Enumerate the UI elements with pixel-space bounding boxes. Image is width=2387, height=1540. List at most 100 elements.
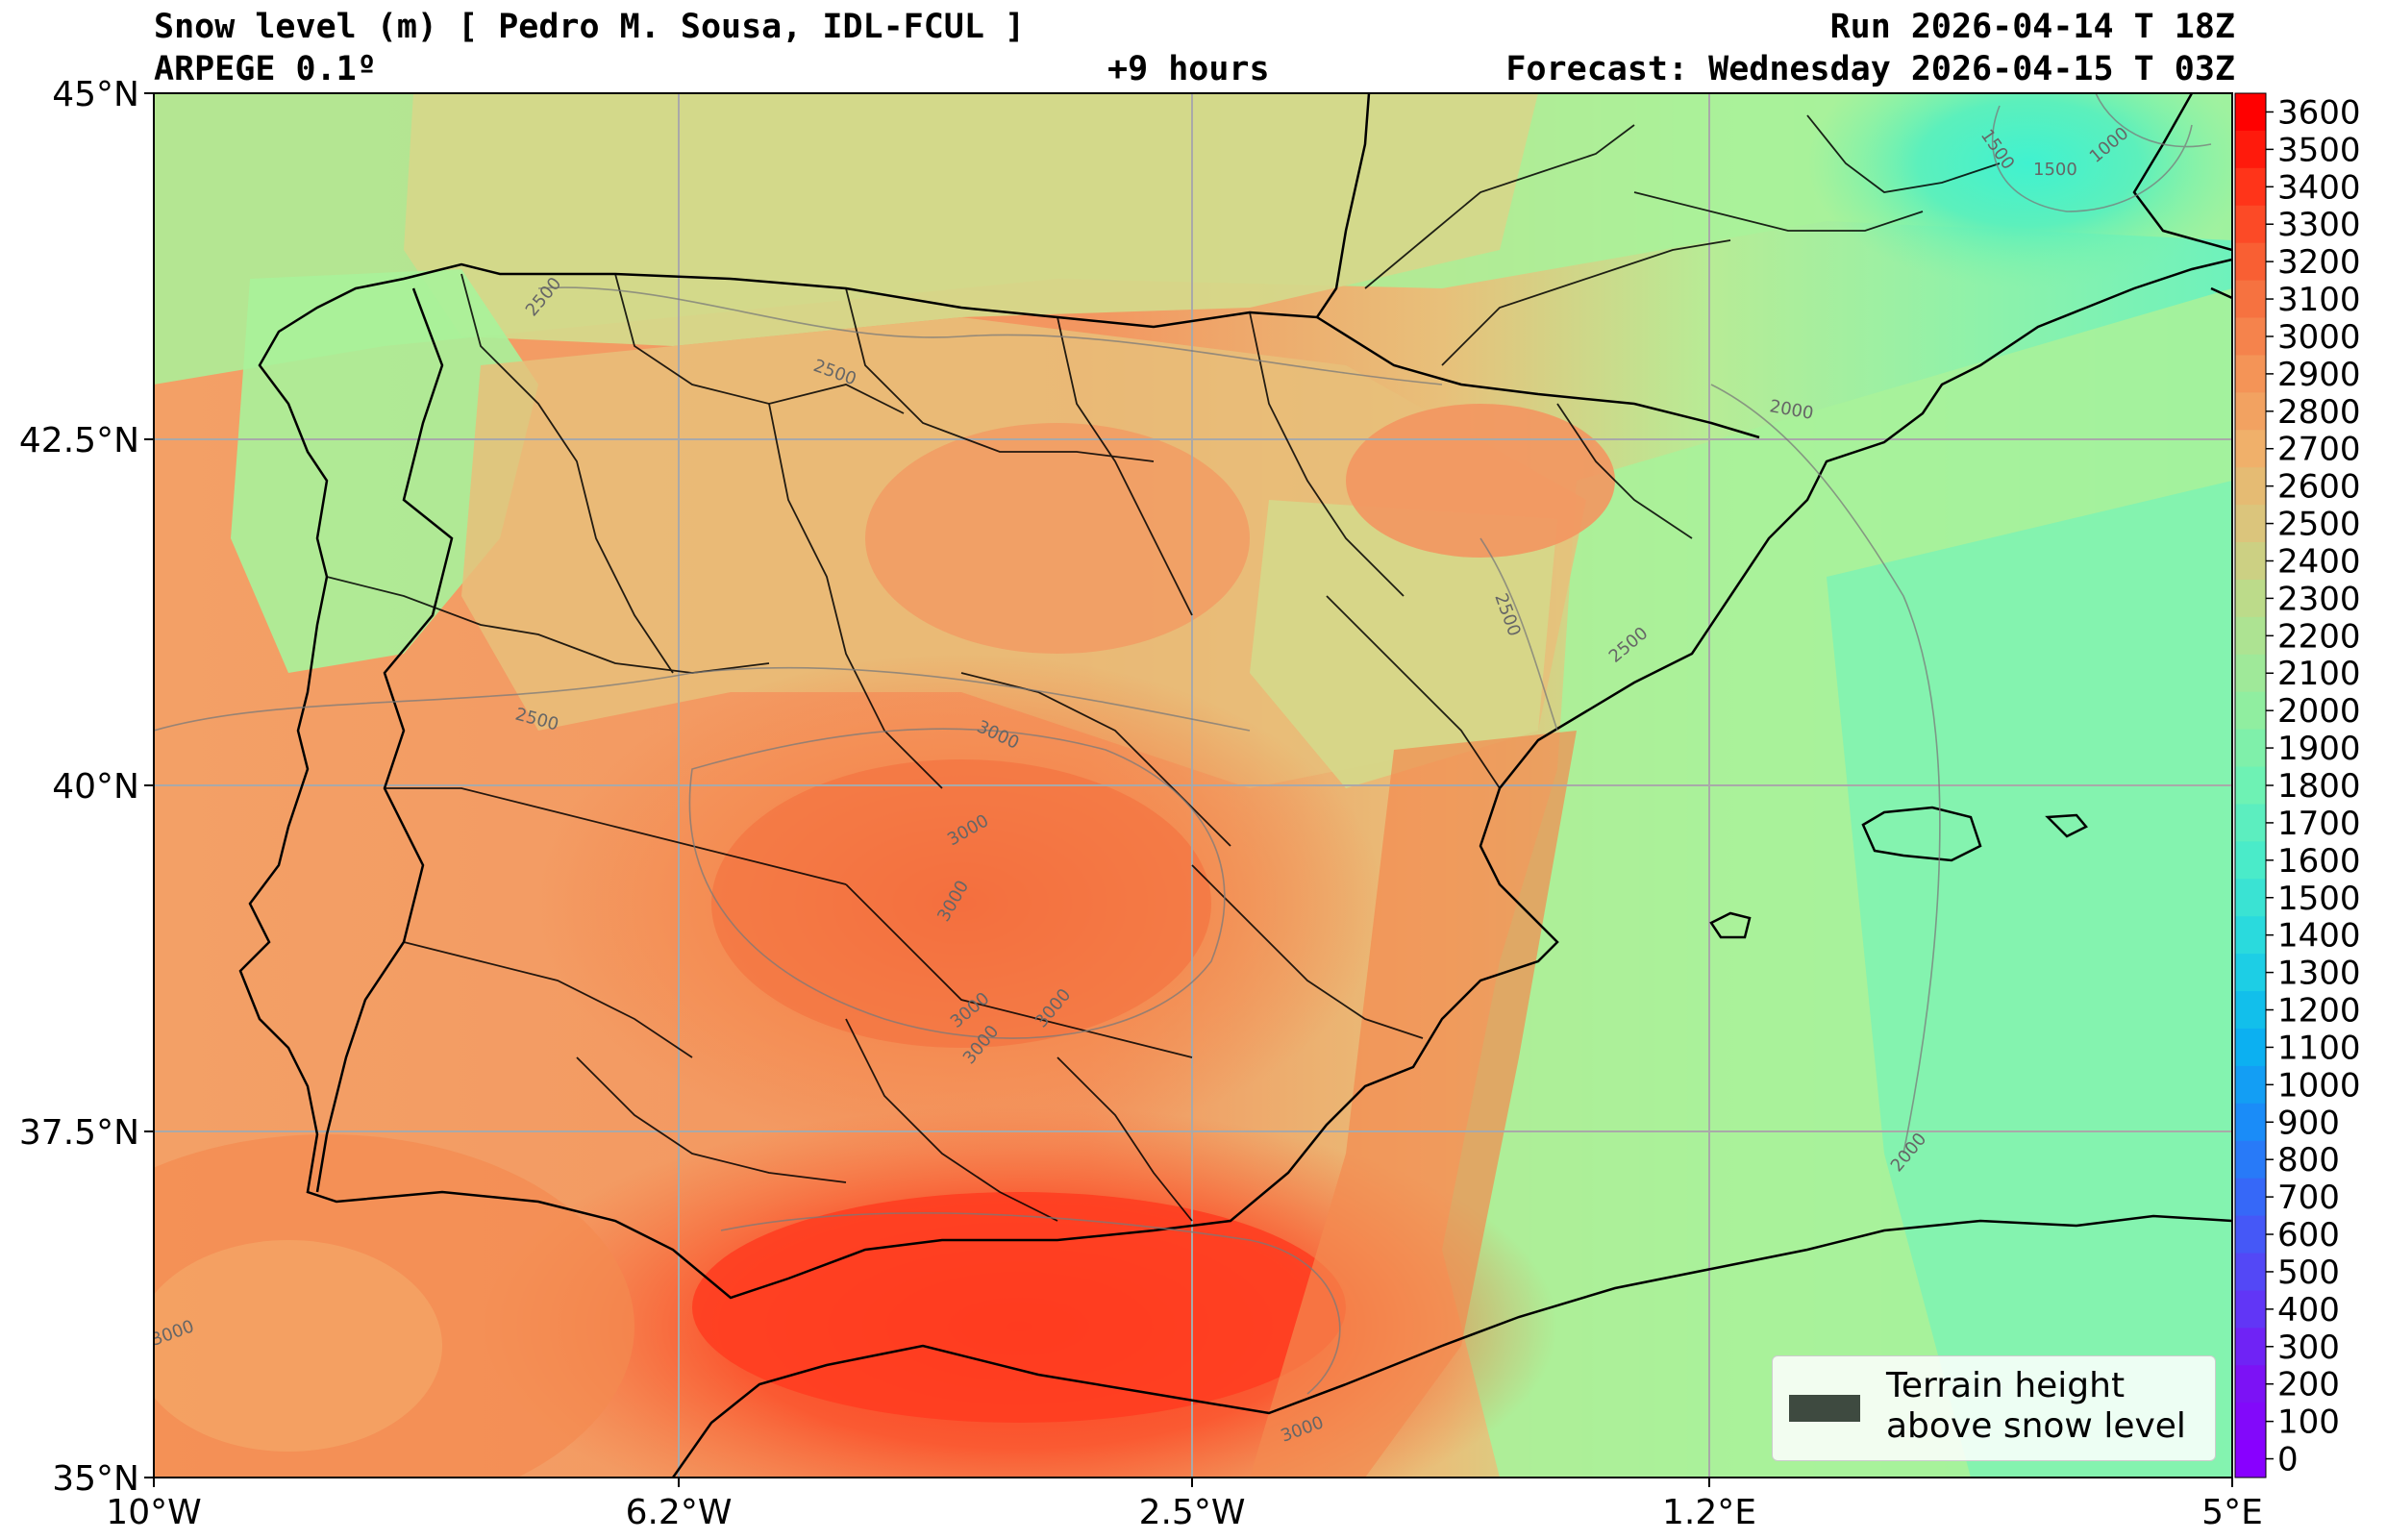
lat-tick-label: 35°N bbox=[52, 1459, 139, 1499]
admin-borders bbox=[326, 114, 2001, 1222]
lon-tick-label: 5°E bbox=[2201, 1493, 2263, 1532]
lat-tick-label: 37.5°N bbox=[19, 1113, 139, 1153]
colorbar-segment bbox=[2235, 542, 2266, 581]
colorbar-segment bbox=[2235, 355, 2266, 393]
legend: Terrain height above snow level bbox=[1772, 1355, 2216, 1461]
legend-line-1: Terrain height bbox=[1886, 1366, 2126, 1405]
colorbar-label: 2500 bbox=[2277, 506, 2361, 544]
colorbar-label: 0 bbox=[2277, 1441, 2299, 1479]
colorbar-label: 3100 bbox=[2277, 281, 2361, 319]
colorbar-segment bbox=[2235, 93, 2266, 132]
colorbar-label: 300 bbox=[2277, 1329, 2340, 1367]
map-field: 2500 2500 2500 2500 2500 3000 3000 3000 … bbox=[154, 93, 2232, 1478]
colorbar-label: 3500 bbox=[2277, 131, 2361, 169]
colorbar-segment bbox=[2235, 505, 2266, 543]
colorbar-label: 2400 bbox=[2277, 542, 2361, 581]
colorbar-label: 1600 bbox=[2277, 842, 2361, 881]
colorbar-label: 2600 bbox=[2277, 468, 2361, 507]
colorbar-segment bbox=[2235, 1290, 2266, 1329]
colorbar-label: 1800 bbox=[2277, 767, 2361, 806]
colorbar-segment bbox=[2235, 430, 2266, 468]
lon-tick-label: 2.5°W bbox=[1139, 1493, 1246, 1532]
coastlines bbox=[238, 93, 2232, 1478]
colorbar-segment bbox=[2235, 1028, 2266, 1067]
colorbar-label: 1500 bbox=[2277, 880, 2361, 918]
colorbar-segment bbox=[2235, 1440, 2266, 1478]
colorbar-segment bbox=[2235, 616, 2266, 656]
colorbar-segment bbox=[2235, 766, 2266, 805]
terrain-swatch bbox=[1789, 1395, 1860, 1422]
colorbar-segment bbox=[2235, 167, 2266, 207]
colorbar-label: 1200 bbox=[2277, 992, 2361, 1031]
colorbar-label: 3300 bbox=[2277, 206, 2361, 244]
colorbar-segment bbox=[2235, 691, 2266, 731]
colorbar-segment bbox=[2235, 991, 2266, 1030]
lon-tick-label: 1.2°E bbox=[1662, 1493, 1756, 1532]
forecast-lead: +9 hours bbox=[1107, 50, 1270, 88]
colorbar-segment bbox=[2235, 1253, 2266, 1291]
lon-tick-label: 6.2°W bbox=[626, 1493, 733, 1532]
colorbar-label: 2800 bbox=[2277, 393, 2361, 432]
colorbar-label: 3400 bbox=[2277, 168, 2361, 207]
colorbar-segment bbox=[2235, 916, 2266, 955]
colorbar-label: 600 bbox=[2277, 1216, 2340, 1254]
colorbar-segment bbox=[2235, 1140, 2266, 1180]
colorbar-segment bbox=[2235, 1403, 2266, 1441]
colorbar-segment bbox=[2235, 729, 2266, 768]
colorbar-label: 1700 bbox=[2277, 805, 2361, 843]
colorbar-label: 1400 bbox=[2277, 917, 2361, 956]
colorbar-frame bbox=[2234, 92, 2267, 1478]
colorbar-segment bbox=[2235, 954, 2266, 992]
colorbar-segment bbox=[2235, 130, 2266, 169]
colorbar-segment bbox=[2235, 1328, 2266, 1366]
model-name: ARPEGE 0.1º bbox=[154, 50, 377, 88]
lat-tick-label: 45°N bbox=[52, 75, 139, 114]
colorbar-label: 2300 bbox=[2277, 580, 2361, 618]
colorbar-label: 700 bbox=[2277, 1179, 2340, 1217]
colorbar-label: 1300 bbox=[2277, 955, 2361, 993]
colorbar: 3600350034003300320031003000290028002700… bbox=[2234, 92, 2361, 1479]
chart-title: Snow level (m) [ Pedro M. Sousa, IDL-FCU… bbox=[154, 8, 1026, 46]
colorbar-segment bbox=[2235, 1365, 2266, 1403]
colorbar-segment bbox=[2235, 392, 2266, 431]
colorbar-label: 3200 bbox=[2277, 243, 2361, 282]
colorbar-label: 2000 bbox=[2277, 692, 2361, 731]
legend-label: Terrain height above snow level bbox=[1886, 1366, 2186, 1447]
forecast-time: Forecast: Wednesday 2026-04-15 T 03Z bbox=[1505, 50, 2235, 88]
colorbar-segment bbox=[2235, 579, 2266, 618]
colorbar-label: 900 bbox=[2277, 1104, 2340, 1142]
colorbar-segment bbox=[2235, 654, 2266, 693]
colorbar-segment bbox=[2235, 205, 2266, 244]
colorbar-segment bbox=[2235, 242, 2266, 282]
contour-lines bbox=[154, 93, 2212, 1395]
colorbar-label: 1000 bbox=[2277, 1066, 2361, 1105]
colorbar-segment bbox=[2235, 841, 2266, 880]
contour-label: 1500 bbox=[2033, 160, 2077, 180]
colorbar-label: 3000 bbox=[2277, 318, 2361, 357]
colorbar-label: 2100 bbox=[2277, 655, 2361, 693]
colorbar-label: 800 bbox=[2277, 1141, 2340, 1180]
colorbar-segment bbox=[2235, 1103, 2266, 1142]
lon-tick-label: 10°W bbox=[106, 1493, 201, 1532]
lat-tick-label: 40°N bbox=[52, 767, 139, 807]
colorbar-segment bbox=[2235, 1065, 2266, 1105]
colorbar-label: 1100 bbox=[2277, 1029, 2361, 1067]
colorbar-label: 2900 bbox=[2277, 356, 2361, 394]
colorbar-segment bbox=[2235, 317, 2266, 356]
colorbar-segment bbox=[2235, 804, 2266, 842]
colorbar-segment bbox=[2235, 280, 2266, 319]
colorbar-label: 2200 bbox=[2277, 617, 2361, 656]
colorbar-segment bbox=[2235, 879, 2266, 917]
colorbar-label: 500 bbox=[2277, 1254, 2340, 1292]
colorbar-label: 400 bbox=[2277, 1291, 2340, 1329]
legend-line-2: above snow level bbox=[1886, 1406, 2186, 1446]
tick-marks bbox=[144, 92, 2233, 1487]
colorbar-segment bbox=[2235, 1215, 2266, 1254]
colorbar-label: 1900 bbox=[2277, 730, 2361, 768]
colorbar-label: 100 bbox=[2277, 1403, 2340, 1442]
run-time: Run 2026-04-14 T 18Z bbox=[1829, 8, 2235, 46]
colorbar-label: 2700 bbox=[2277, 431, 2361, 469]
lat-tick-label: 42.5°N bbox=[19, 421, 139, 460]
colorbar-segment bbox=[2235, 1178, 2266, 1217]
